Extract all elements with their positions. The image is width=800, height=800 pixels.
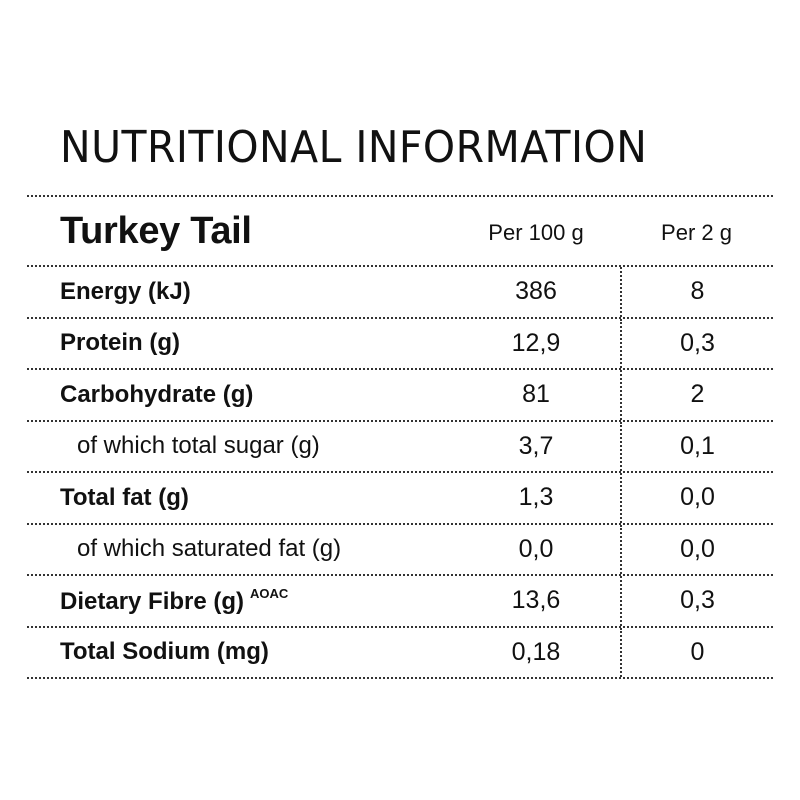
table-row-energy: Energy (kJ) 386 8 <box>27 267 773 319</box>
table-row-total-fat: Total fat (g) 1,3 0,0 <box>27 473 773 525</box>
column-header-per-serving: Per 2 g <box>661 220 732 245</box>
row-label: Total Sodium (mg) <box>60 638 269 666</box>
value-per-serving: 0,3 <box>620 576 773 626</box>
value-per-100g: 386 <box>515 277 557 306</box>
nutrition-table: Turkey Tail Per 100 g Per 2 g Energy (kJ… <box>27 195 773 679</box>
row-label: Protein (g) <box>60 329 180 357</box>
row-label: Energy (kJ) <box>60 277 191 305</box>
row-label: Carbohydrate (g) <box>60 380 254 408</box>
value-per-serving: 0,1 <box>620 421 773 471</box>
row-label: of which saturated fat (g) <box>77 535 342 563</box>
value-per-serving: 0 <box>620 627 773 677</box>
value-per-serving: 0,0 <box>620 524 773 574</box>
row-label: of which total sugar (g) <box>77 432 320 460</box>
value-per-100g: 81 <box>522 380 550 409</box>
value-per-100g: 3,7 <box>518 431 554 460</box>
row-label-container: Dietary Fibre (g) AOAC <box>27 586 452 616</box>
table-row-total-sodium: Total Sodium (mg) 0,18 0 <box>27 627 773 679</box>
column-header-per-100g: Per 100 g <box>488 220 584 245</box>
page-title: NUTRITIONAL INFORMATION <box>60 122 648 173</box>
table-row-protein: Protein (g) 12,9 0,3 <box>27 318 773 370</box>
value-per-100g: 0,18 <box>511 637 561 666</box>
table-row-dietary-fibre: Dietary Fibre (g) AOAC 13,6 0,3 <box>27 576 773 628</box>
table-row-carbohydrate: Carbohydrate (g) 81 2 <box>27 370 773 422</box>
method-superscript: AOAC <box>250 585 289 601</box>
table-header-row: Turkey Tail Per 100 g Per 2 g <box>27 197 773 267</box>
value-per-serving: 0,0 <box>620 473 773 523</box>
row-label: Dietary Fibre (g) <box>60 587 245 615</box>
value-per-100g: 1,3 <box>518 483 554 512</box>
value-per-serving: 2 <box>620 370 773 420</box>
value-per-100g: 12,9 <box>511 328 561 357</box>
value-per-100g: 13,6 <box>511 586 561 615</box>
product-name: Turkey Tail <box>60 209 252 252</box>
row-label: Total fat (g) <box>60 483 189 511</box>
value-per-serving: 8 <box>620 267 773 317</box>
table-row-total-sugar: of which total sugar (g) 3,7 0,1 <box>27 421 773 473</box>
value-per-100g: 0,0 <box>518 534 554 563</box>
table-row-saturated-fat: of which saturated fat (g) 0,0 0,0 <box>27 524 773 576</box>
value-per-serving: 0,3 <box>620 318 773 368</box>
